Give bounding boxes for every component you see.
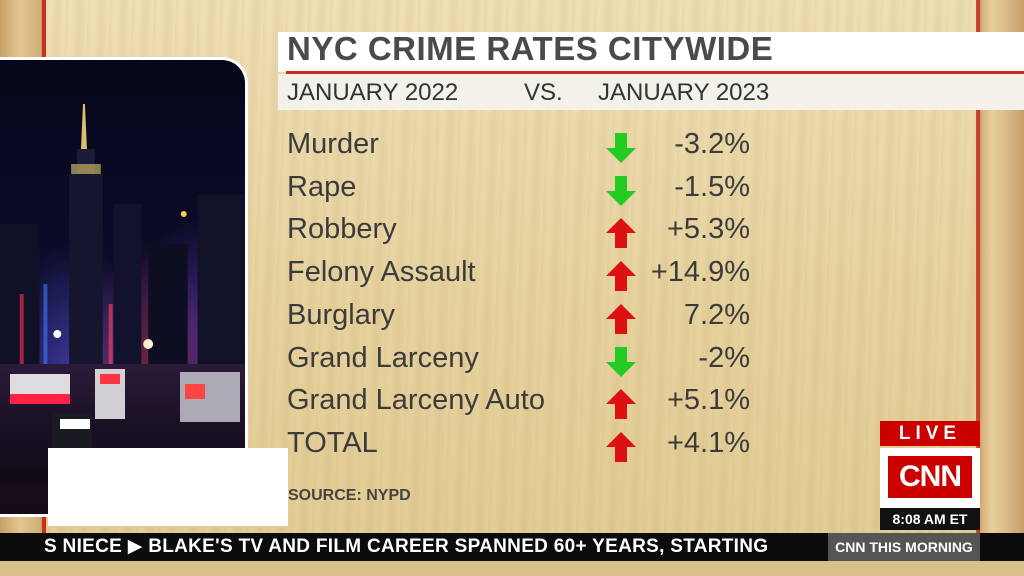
crime-label: Grand Larceny <box>287 341 479 374</box>
title-underline <box>286 71 1024 74</box>
crime-change-value: +14.9% <box>650 256 750 289</box>
arrow-up-icon <box>606 261 636 292</box>
live-badge: LIVE <box>880 421 980 446</box>
time-display: 8:08 AM ET <box>880 508 980 530</box>
crime-label: TOTAL <box>287 426 378 459</box>
city-skyline-image <box>0 104 245 364</box>
crime-label: Grand Larceny Auto <box>287 384 545 417</box>
cnn-logo-text: CNN <box>888 456 972 498</box>
ticker-clip: S NIECE ▶ BLAKE'S TV AND FILM CAREER SPA… <box>0 533 826 561</box>
arrow-up-icon <box>606 389 636 420</box>
crime-row: Grand Larceny Auto +5.1% <box>0 384 1024 424</box>
arrow-up-icon <box>606 303 636 334</box>
crime-label: Rape <box>287 170 357 203</box>
ticker-text: S NIECE ▶ BLAKE'S TV AND FILM CAREER SPA… <box>44 536 769 557</box>
cnn-logo: CNN <box>880 448 980 508</box>
compare-left-label: JANUARY 2022 <box>287 79 459 106</box>
crime-row: Rape -1.5% <box>0 171 1024 211</box>
bottom-wood-strip <box>0 561 1024 576</box>
arrow-up-icon <box>606 218 636 249</box>
crime-row: Felony Assault +14.9% <box>0 256 1024 296</box>
crime-label: Robbery <box>287 213 397 246</box>
crime-change-value: +5.3% <box>666 213 750 246</box>
crime-row: Burglary 7.2% <box>0 299 1024 339</box>
compare-right-label: JANUARY 2023 <box>598 79 770 106</box>
crime-change-value: -1.5% <box>674 170 750 203</box>
crime-row: Robbery +5.3% <box>0 213 1024 253</box>
crime-row: Grand Larceny -2% <box>0 342 1024 382</box>
crime-row: Murder -3.2% <box>0 128 1024 168</box>
crime-change-value: 7.2% <box>683 298 750 331</box>
crime-label: Felony Assault <box>287 256 476 289</box>
arrow-down-icon <box>606 133 636 163</box>
show-name-tag: CNN THIS MORNING <box>828 533 980 561</box>
source-credit: SOURCE: NYPD <box>288 487 411 504</box>
crime-change-value: +4.1% <box>666 426 750 459</box>
arrow-down-icon <box>606 175 636 206</box>
right-red-edge <box>976 0 980 576</box>
crime-label: Burglary <box>287 298 395 331</box>
crime-row: TOTAL +4.1% <box>0 427 1024 467</box>
arrow-up-icon <box>606 431 636 462</box>
crime-change-value: +5.1% <box>666 384 750 417</box>
graphic-title: NYC CRIME RATES CITYWIDE <box>287 30 774 67</box>
arrow-down-icon <box>606 346 636 377</box>
crime-change-value: -3.2% <box>674 128 750 160</box>
subtitle-bar <box>278 74 1024 110</box>
crime-change-value: -2% <box>698 341 750 374</box>
lower-third-placeholder <box>48 448 288 526</box>
title-bar <box>278 32 1024 72</box>
crime-label: Murder <box>287 128 379 160</box>
compare-vs-label: VS. <box>524 79 563 106</box>
